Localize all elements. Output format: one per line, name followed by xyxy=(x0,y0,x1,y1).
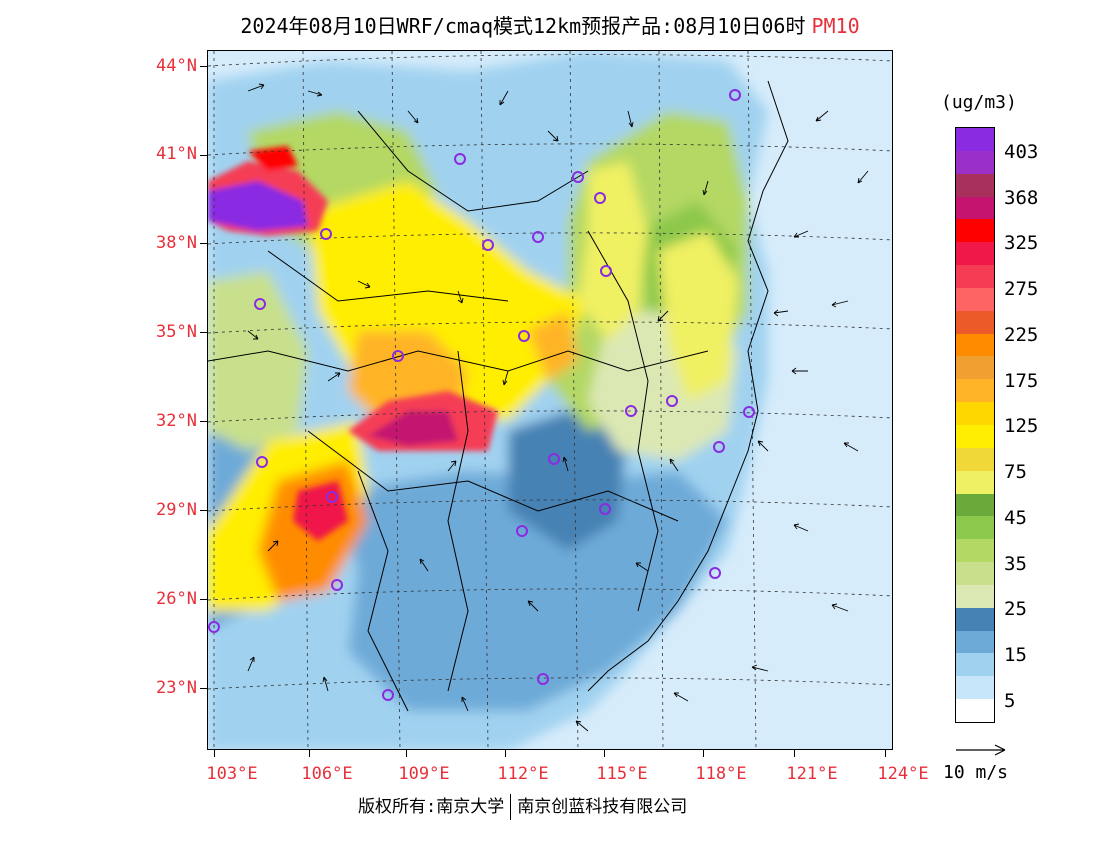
lat-label-44: 44°N xyxy=(156,56,197,76)
lon-tick xyxy=(309,750,310,757)
lon-label-121: 121°E xyxy=(786,764,838,784)
legend-swatch xyxy=(956,265,994,289)
legend-label: 175 xyxy=(1004,370,1039,392)
legend-swatch xyxy=(956,630,994,654)
lon-tick xyxy=(505,750,506,757)
lon-label-106: 106°E xyxy=(301,764,353,784)
legend-label: 15 xyxy=(1004,644,1027,666)
lat-tick xyxy=(200,510,207,511)
lat-tick xyxy=(200,66,207,67)
legend-swatch xyxy=(956,287,994,312)
legend-swatch xyxy=(956,493,994,517)
lat-label-29: 29°N xyxy=(156,500,197,520)
legend-swatch xyxy=(956,516,994,540)
legend-swatch xyxy=(956,676,994,700)
legend-swatch xyxy=(956,425,994,449)
legend-label: 5 xyxy=(1004,690,1016,712)
lat-tick xyxy=(200,599,207,600)
legend-swatch xyxy=(956,150,994,175)
lon-tick xyxy=(703,750,704,757)
legend-swatch xyxy=(956,447,994,472)
lat-label-35: 35°N xyxy=(156,322,197,342)
legend-swatch xyxy=(956,128,994,152)
lat-tick xyxy=(200,332,207,333)
lat-label-26: 26°N xyxy=(156,589,197,609)
company-text: 南京创蓝科技有限公司 xyxy=(517,797,688,817)
legend-unit: (ug/m3) xyxy=(941,92,1017,113)
lon-tick xyxy=(214,750,215,757)
legend-label: 325 xyxy=(1004,232,1039,254)
legend-label: 125 xyxy=(1004,415,1039,437)
legend-swatch xyxy=(956,402,994,426)
lat-tick xyxy=(200,421,207,422)
lon-tick xyxy=(406,750,407,757)
lat-tick xyxy=(200,243,207,244)
legend-swatch xyxy=(956,653,994,677)
copyright-footer: 版权所有:南京大学 南京创蓝科技有限公司 xyxy=(358,792,687,820)
graticule xyxy=(208,51,892,749)
legend-swatch xyxy=(956,607,994,632)
lon-tick xyxy=(794,750,795,757)
pollution-hotspots xyxy=(208,146,498,541)
legend-label: 275 xyxy=(1004,278,1039,300)
map-title: 2024年08月10日WRF/cmaq模式12km预报产品:08月10日06时 P… xyxy=(0,10,1100,39)
legend-swatch xyxy=(956,196,994,220)
pm10-map xyxy=(207,50,893,750)
legend-swatch xyxy=(956,562,994,586)
color-legend xyxy=(955,127,995,723)
boundaries xyxy=(208,80,789,712)
lon-label-118: 118°E xyxy=(695,764,747,784)
lon-tick xyxy=(885,750,886,757)
legend-swatch xyxy=(956,584,994,609)
legend-swatch xyxy=(956,356,994,380)
legend-swatch xyxy=(956,242,994,266)
lon-label-115: 115°E xyxy=(596,764,648,784)
legend-swatch xyxy=(956,310,994,335)
legend-label: 25 xyxy=(1004,598,1027,620)
lat-tick xyxy=(200,155,207,156)
concentration-field xyxy=(208,51,768,749)
wind-reference-arrow xyxy=(956,744,1006,756)
legend-swatch xyxy=(956,699,994,723)
city-markers xyxy=(208,89,755,701)
copyright-text: 版权所有:南京大学 xyxy=(358,797,505,817)
legend-swatch xyxy=(956,470,994,495)
wind-scale-label: 10 m/s xyxy=(943,762,1009,783)
lat-tick xyxy=(200,688,207,689)
legend-label: 368 xyxy=(1004,187,1039,209)
lat-label-41: 41°N xyxy=(156,144,197,164)
title-text: 2024年08月10日WRF/cmaq模式12km预报产品:08月10日06时 xyxy=(240,14,806,38)
footer-divider xyxy=(510,794,512,820)
lon-label-112: 112°E xyxy=(497,764,549,784)
legend-label: 225 xyxy=(1004,324,1039,346)
legend-label: 403 xyxy=(1004,141,1039,163)
lon-tick xyxy=(604,750,605,757)
legend-label: 45 xyxy=(1004,507,1027,529)
species-label: PM10 xyxy=(811,14,860,38)
map-canvas xyxy=(208,51,892,749)
legend-label: 75 xyxy=(1004,461,1027,483)
wind-vectors xyxy=(247,83,869,732)
legend-swatch xyxy=(956,219,994,243)
legend-swatch xyxy=(956,379,994,403)
legend-swatch xyxy=(956,173,994,198)
lat-label-23: 23°N xyxy=(156,678,197,698)
legend-swatch xyxy=(956,539,994,563)
lat-label-32: 32°N xyxy=(156,411,197,431)
legend-swatch xyxy=(956,333,994,357)
lon-label-109: 109°E xyxy=(398,764,450,784)
lat-label-38: 38°N xyxy=(156,233,197,253)
legend-label: 35 xyxy=(1004,553,1027,575)
lon-label-103: 103°E xyxy=(206,764,258,784)
lon-label-124: 124°E xyxy=(877,764,929,784)
